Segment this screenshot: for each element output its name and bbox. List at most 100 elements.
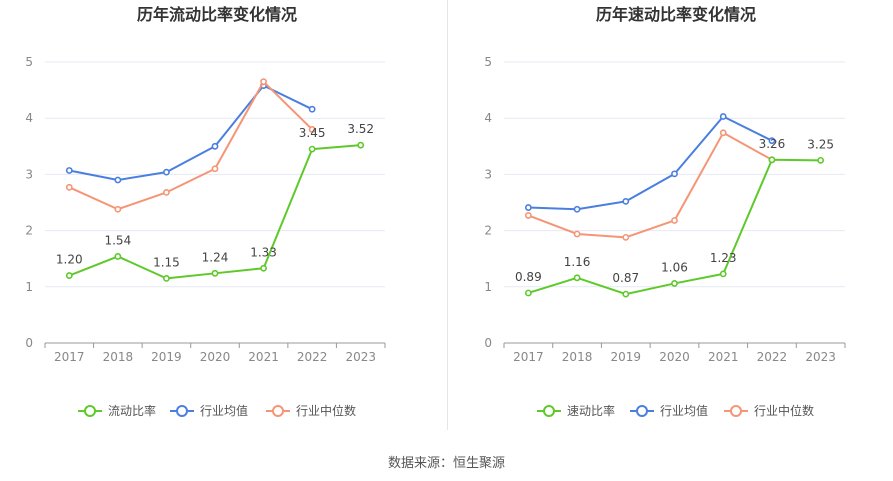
legend-item: 速动比率 (537, 403, 615, 418)
data-point (260, 264, 267, 272)
data-label: 1.24 (202, 250, 229, 264)
legend-item: 行业均值 (630, 403, 708, 418)
chart-title: 历年流动比率变化情况 (137, 5, 297, 24)
data-point (211, 165, 219, 173)
y-tick-label: 4 (484, 111, 492, 125)
y-tick-label: 1 (484, 280, 492, 294)
data-point (163, 168, 170, 176)
chart-1: 历年流动比率变化情况 0 1 2 3 4 5 2017 2018 2019 2020 2021 2022… (25, 5, 386, 418)
x-tick-label: 2019 (151, 350, 182, 364)
data-point (65, 167, 73, 174)
chart-title: 历年速动比率变化情况 (596, 5, 756, 24)
legend-item: 行业中位数 (724, 403, 814, 418)
legend-item: 行业均值 (170, 403, 248, 418)
y-tick-label: 1 (25, 280, 33, 294)
data-point (211, 269, 219, 277)
data-label: 0.87 (612, 271, 639, 285)
legend-marker (176, 405, 188, 417)
x-tick-label: 2018 (103, 350, 134, 364)
data-point (573, 274, 581, 282)
data-point (768, 156, 776, 164)
legend-marker (636, 405, 648, 417)
data-point (573, 205, 581, 213)
data-point (719, 270, 727, 278)
legend-marker (272, 405, 284, 417)
y-tick-label: 2 (25, 224, 33, 238)
data-label: 1.33 (250, 245, 277, 259)
x-tick-label: 2022 (297, 350, 328, 364)
y-tick-label: 4 (25, 111, 33, 125)
data-point (308, 126, 316, 133)
data-point (671, 217, 678, 224)
x-tick-label: 2017 (513, 350, 544, 364)
data-label: 1.16 (564, 255, 591, 269)
legend-label: 速动比率 (567, 403, 615, 418)
x-tick-label: 2017 (54, 350, 85, 364)
data-label: 1.20 (56, 253, 83, 267)
data-point (114, 176, 122, 184)
data-point (768, 137, 776, 145)
x-tick-label: 2021 (708, 350, 739, 364)
data-point (357, 141, 365, 149)
data-label: 3.25 (807, 137, 834, 151)
legend-label: 行业中位数 (754, 403, 814, 418)
legend-marker (730, 405, 742, 417)
x-tick-label: 2023 (345, 350, 376, 364)
y-tick-label: 0 (484, 336, 492, 350)
y-tick-label: 0 (25, 336, 33, 350)
data-point (524, 204, 532, 211)
series-line-1 (69, 84, 313, 182)
x-tick-label: 2022 (757, 350, 788, 364)
y-tick-label: 5 (25, 55, 33, 69)
series-line-2 (68, 80, 313, 211)
data-point (163, 274, 170, 282)
data-point (719, 129, 727, 137)
x-tick-label: 2018 (562, 350, 593, 364)
data-label: 0.89 (515, 270, 542, 284)
data-label: 1.23 (710, 251, 737, 265)
source-note: 数据来源：恒生聚源 (387, 456, 505, 471)
data-point (671, 170, 678, 178)
data-point (260, 78, 267, 86)
x-tick-label: 2019 (611, 350, 642, 364)
x-tick-label: 2021 (248, 350, 279, 364)
data-point (211, 142, 219, 150)
legend-label: 流动比率 (108, 403, 156, 418)
data-point (622, 233, 630, 241)
data-point (308, 105, 316, 113)
data-label: 1.15 (153, 255, 180, 269)
legend-marker (543, 405, 555, 417)
data-label: 3.45 (299, 126, 326, 140)
data-point (65, 272, 73, 279)
x-tick-label: 2020 (200, 350, 231, 364)
data-label: 1.54 (104, 233, 131, 247)
chart-divider (447, 0, 448, 430)
legend-label: 行业均值 (660, 403, 708, 418)
data-point (622, 290, 630, 298)
series-line-1 (528, 115, 773, 211)
data-label: 3.26 (759, 137, 786, 151)
legend-item: 行业中位数 (266, 403, 356, 418)
y-tick-label: 3 (25, 167, 33, 181)
data-point (622, 197, 630, 205)
y-tick-label: 3 (484, 167, 492, 181)
data-point (163, 188, 170, 196)
data-label: 1.06 (661, 260, 688, 274)
data-point (524, 289, 532, 297)
data-point (308, 145, 316, 153)
data-point (65, 183, 73, 191)
data-point (524, 212, 532, 219)
legend-marker (84, 405, 96, 417)
data-point (671, 280, 678, 287)
data-point (114, 205, 122, 213)
chart-2: 历年速动比率变化情况 0 1 2 3 4 5 2017 2018 2019 2020 2021 2022… (484, 5, 846, 418)
legend-label: 行业中位数 (296, 403, 356, 418)
y-tick-label: 2 (484, 224, 492, 238)
data-label: 3.52 (347, 122, 374, 136)
data-point (114, 253, 122, 260)
data-point (817, 156, 825, 164)
x-tick-label: 2020 (659, 350, 690, 364)
x-tick-label: 2023 (805, 350, 836, 364)
charts-canvas: 历年流动比率变化情况 0 1 2 3 4 5 2017 2018 2019 2020 2021 2022… (25, 5, 846, 418)
